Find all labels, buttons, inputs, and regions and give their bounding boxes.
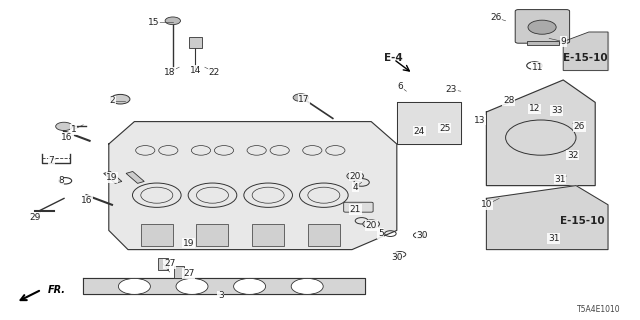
- Polygon shape: [563, 32, 608, 70]
- Text: 2: 2: [109, 96, 115, 105]
- Circle shape: [347, 172, 364, 180]
- Text: 20: 20: [365, 221, 377, 230]
- Text: 20: 20: [349, 172, 361, 180]
- Polygon shape: [486, 80, 595, 186]
- Text: 11: 11: [532, 63, 543, 72]
- Bar: [158, 258, 168, 270]
- Circle shape: [111, 94, 130, 104]
- Text: 27: 27: [164, 260, 175, 268]
- Text: 19: 19: [106, 173, 118, 182]
- Circle shape: [363, 220, 380, 228]
- Text: 5: 5: [378, 229, 383, 238]
- Text: 19: 19: [183, 239, 195, 248]
- Text: E-15-10: E-15-10: [560, 216, 605, 226]
- Text: 7: 7: [49, 156, 54, 164]
- FancyBboxPatch shape: [344, 202, 373, 212]
- Text: E-15-10: E-15-10: [563, 52, 608, 63]
- Text: 26: 26: [490, 13, 502, 22]
- Text: 14: 14: [189, 66, 201, 75]
- Circle shape: [118, 278, 150, 294]
- Text: 31: 31: [554, 175, 566, 184]
- Bar: [174, 266, 184, 278]
- Text: 17: 17: [298, 95, 310, 104]
- Text: 28: 28: [503, 96, 515, 105]
- Text: 10: 10: [481, 200, 492, 209]
- Polygon shape: [486, 186, 608, 250]
- Polygon shape: [397, 102, 461, 144]
- Bar: [126, 172, 144, 183]
- Text: 30: 30: [391, 253, 403, 262]
- Text: 24: 24: [413, 127, 425, 136]
- Circle shape: [291, 278, 323, 294]
- Text: 4: 4: [353, 183, 358, 192]
- Circle shape: [56, 122, 72, 131]
- FancyBboxPatch shape: [515, 10, 570, 43]
- Text: 12: 12: [529, 104, 540, 113]
- Polygon shape: [109, 122, 397, 250]
- FancyBboxPatch shape: [141, 224, 173, 246]
- Text: 1: 1: [71, 125, 76, 134]
- FancyBboxPatch shape: [196, 224, 228, 246]
- Circle shape: [234, 278, 266, 294]
- Text: 8: 8: [58, 176, 63, 185]
- Text: 26: 26: [573, 122, 585, 131]
- Text: 6: 6: [397, 82, 403, 91]
- Text: T5A4E1010: T5A4E1010: [577, 305, 621, 314]
- Bar: [527, 41, 559, 45]
- Text: 3: 3: [218, 292, 223, 300]
- Circle shape: [293, 94, 308, 101]
- Text: 16: 16: [81, 196, 92, 204]
- Text: 25: 25: [439, 124, 451, 132]
- Text: 13: 13: [474, 116, 486, 124]
- Text: 33: 33: [551, 106, 563, 115]
- FancyBboxPatch shape: [252, 224, 284, 246]
- Text: E-4: E-4: [384, 52, 403, 63]
- Circle shape: [528, 20, 556, 34]
- Text: 18: 18: [164, 68, 175, 76]
- Text: 22: 22: [209, 68, 220, 76]
- Text: FR.: FR.: [48, 285, 66, 295]
- Polygon shape: [83, 278, 365, 294]
- Text: 21: 21: [349, 205, 361, 214]
- Text: 31: 31: [548, 234, 559, 243]
- Circle shape: [165, 17, 180, 25]
- Text: 30: 30: [417, 231, 428, 240]
- Bar: [189, 37, 202, 48]
- FancyBboxPatch shape: [308, 224, 340, 246]
- Text: 9: 9: [561, 37, 566, 46]
- Text: 32: 32: [567, 151, 579, 160]
- Bar: [104, 172, 122, 183]
- Text: 16: 16: [61, 133, 73, 142]
- Circle shape: [176, 278, 208, 294]
- Text: 15: 15: [148, 18, 159, 27]
- Text: 29: 29: [29, 213, 41, 222]
- Text: 27: 27: [183, 269, 195, 278]
- Text: 23: 23: [445, 85, 457, 94]
